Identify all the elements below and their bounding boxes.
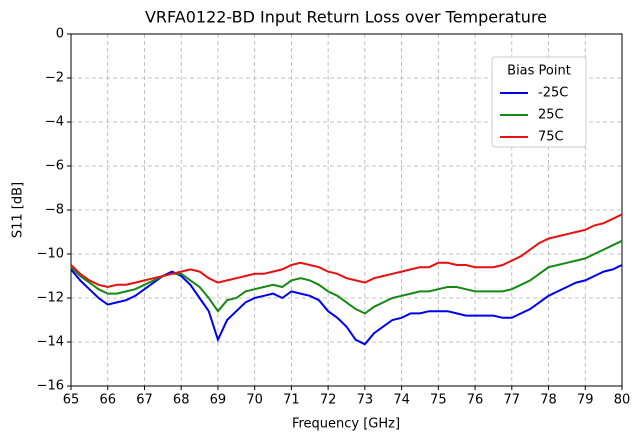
legend-label: 25C: [538, 108, 564, 123]
legend-label: 75C: [538, 130, 564, 145]
x-tick-label: 65: [63, 393, 80, 408]
x-tick-label: 71: [283, 393, 300, 408]
x-tick-label: 70: [246, 393, 263, 408]
x-tick-label: 72: [320, 393, 337, 408]
y-tick-label: 0: [56, 27, 64, 42]
y-tick-label: −16: [37, 379, 64, 394]
x-tick-label: 73: [357, 393, 374, 408]
y-tick-label: −12: [37, 291, 64, 306]
chart-title: VRFA0122-BD Input Return Loss over Tempe…: [145, 8, 547, 27]
y-tick-label: −2: [45, 71, 64, 86]
x-tick-label: 66: [99, 393, 116, 408]
y-tick-label: −10: [37, 247, 64, 262]
x-tick-label: 74: [393, 393, 410, 408]
plot-frame: [70, 33, 623, 387]
x-tick-label: 78: [540, 393, 557, 408]
x-tick-label: 68: [173, 393, 190, 408]
line-series: [70, 213, 623, 289]
x-tick-label: 75: [430, 393, 447, 408]
y-axis-label: S11 [dB]: [11, 182, 26, 238]
y-tick-label: −6: [45, 159, 64, 174]
x-tick-label: 77: [504, 393, 521, 408]
x-axis-label: Frequency [GHz]: [292, 417, 400, 432]
y-tick-label: −4: [45, 115, 64, 130]
x-tick-label: 79: [577, 393, 594, 408]
y-tick-label: −14: [37, 335, 64, 350]
legend-label: -25C: [538, 86, 568, 101]
x-tick-label: 67: [136, 393, 153, 408]
x-tick-label: 80: [614, 393, 631, 408]
x-tick-label: 76: [467, 393, 484, 408]
legend-title: Bias Point: [507, 64, 571, 79]
legend-box: [491, 56, 587, 148]
y-tick-label: −8: [45, 203, 64, 218]
line-series: [70, 264, 623, 346]
x-tick-label: 69: [210, 393, 227, 408]
